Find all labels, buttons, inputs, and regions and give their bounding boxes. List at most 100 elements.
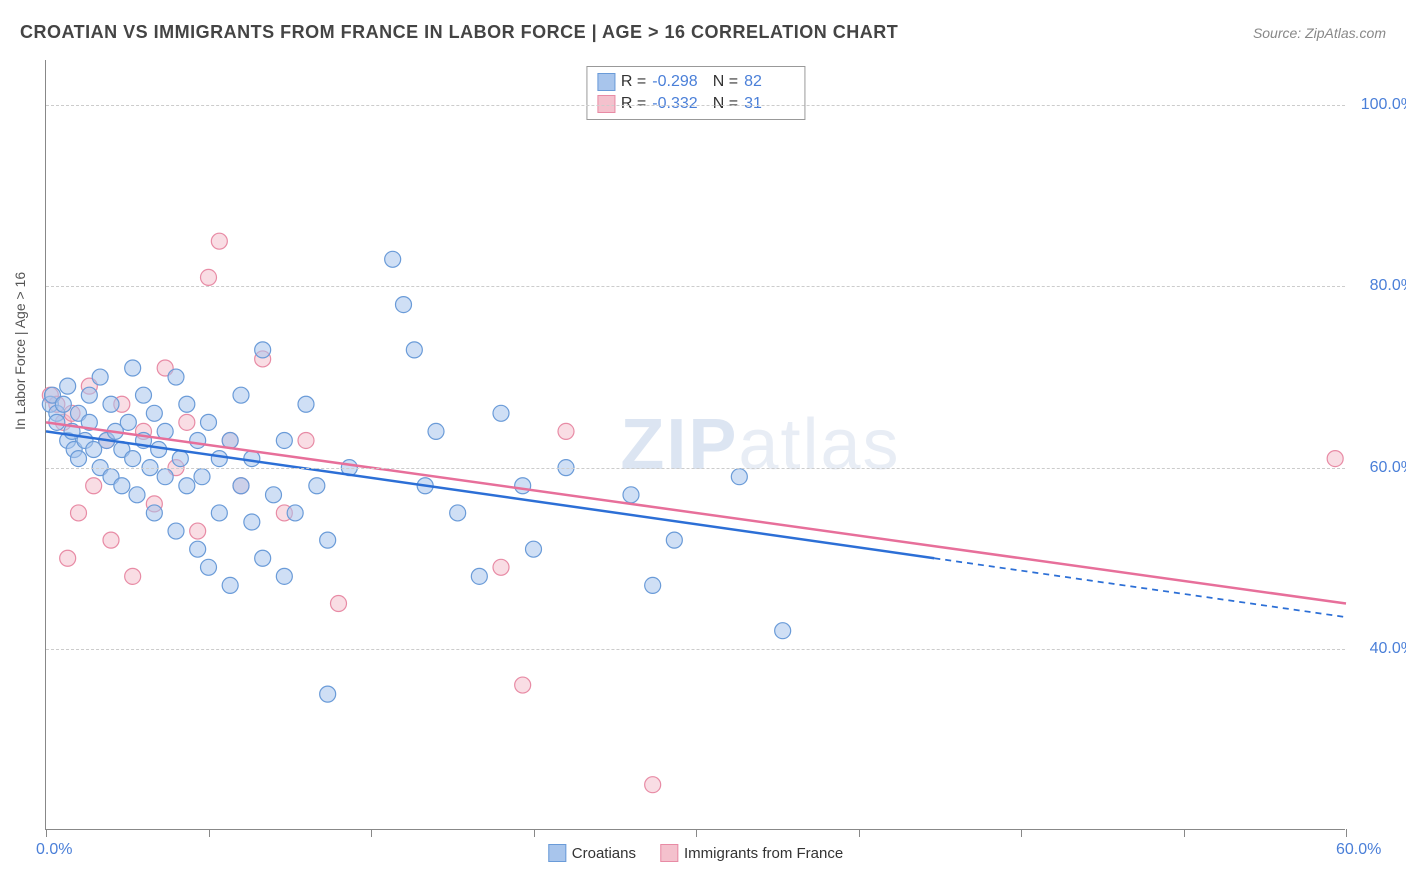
x-tick [46,829,47,837]
data-point [71,505,87,521]
legend-swatch-croatians [548,844,566,862]
x-tick-label: 0.0% [36,841,72,859]
data-point [331,596,347,612]
x-tick [534,829,535,837]
chart-svg [46,60,1345,829]
gridline [46,649,1345,650]
legend-label-france: Immigrants from France [684,845,843,862]
data-point [86,478,102,494]
data-point [201,414,217,430]
data-point [320,532,336,548]
data-point [60,550,76,566]
legend-item-croatians: Croatians [548,844,636,862]
gridline [46,105,1345,106]
x-tick [696,829,697,837]
data-point [666,532,682,548]
data-point [396,297,412,313]
data-point [515,478,531,494]
data-point [645,777,661,793]
data-point [309,478,325,494]
x-tick [1184,829,1185,837]
data-point [1327,451,1343,467]
data-point [233,478,249,494]
data-point [558,423,574,439]
data-point [493,559,509,575]
data-point [71,451,87,467]
data-point [428,423,444,439]
data-point [385,251,401,267]
data-point [103,396,119,412]
data-point [233,387,249,403]
data-point [276,432,292,448]
x-tick [1021,829,1022,837]
y-axis-label: In Labor Force | Age > 16 [12,272,28,430]
data-point [125,360,141,376]
data-point [179,396,195,412]
data-point [255,342,271,358]
legend-bottom: Croatians Immigrants from France [548,844,843,862]
data-point [125,568,141,584]
data-point [172,451,188,467]
data-point [287,505,303,521]
data-point [450,505,466,521]
y-tick-label: 60.0% [1370,459,1406,477]
data-point [81,387,97,403]
regression-line [46,422,1346,603]
data-point [298,432,314,448]
data-point [146,505,162,521]
data-point [731,469,747,485]
y-tick-label: 40.0% [1370,640,1406,658]
regression-line [46,431,934,558]
data-point [471,568,487,584]
data-point [211,233,227,249]
chart-title: CROATIAN VS IMMIGRANTS FROM FRANCE IN LA… [20,22,898,43]
data-point [211,505,227,521]
gridline [46,468,1345,469]
x-tick-label: 60.0% [1336,841,1381,859]
data-point [146,405,162,421]
data-point [179,414,195,430]
legend-item-france: Immigrants from France [660,844,843,862]
data-point [194,469,210,485]
data-point [55,396,71,412]
data-point [222,577,238,593]
y-tick-label: 100.0% [1361,96,1406,114]
data-point [157,469,173,485]
data-point [298,396,314,412]
data-point [211,451,227,467]
data-point [120,414,136,430]
plot-area: ZIPatlas R = -0.298 N = 82 R = -0.332 N … [45,60,1345,830]
data-point [515,677,531,693]
regression-line-extrapolated [934,558,1346,617]
data-point [125,451,141,467]
data-point [645,577,661,593]
data-point [201,269,217,285]
data-point [493,405,509,421]
data-point [320,686,336,702]
data-point [103,532,119,548]
data-point [406,342,422,358]
legend-label-croatians: Croatians [572,845,636,862]
y-tick-label: 80.0% [1370,277,1406,295]
data-point [190,523,206,539]
data-point [168,369,184,385]
data-point [201,559,217,575]
x-tick [859,829,860,837]
x-tick [371,829,372,837]
data-point [168,523,184,539]
data-point [526,541,542,557]
data-point [114,478,130,494]
legend-swatch-france [660,844,678,862]
data-point [190,432,206,448]
data-point [179,478,195,494]
chart-source: Source: ZipAtlas.com [1253,25,1386,41]
data-point [136,387,152,403]
x-tick [209,829,210,837]
data-point [266,487,282,503]
x-tick [1346,829,1347,837]
chart-header: CROATIAN VS IMMIGRANTS FROM FRANCE IN LA… [20,22,1386,43]
gridline [46,286,1345,287]
data-point [623,487,639,503]
data-point [244,514,260,530]
data-point [255,550,271,566]
